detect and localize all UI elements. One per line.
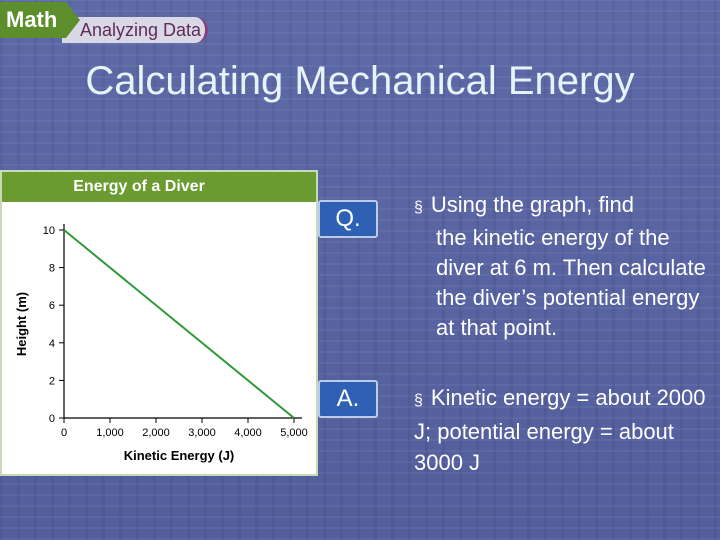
question-text: § Using the graph, find the kinetic energ… bbox=[414, 190, 714, 343]
y-axis-label: Height (m) bbox=[14, 292, 29, 356]
chart-title: Energy of a Diver bbox=[2, 172, 316, 202]
answer-badge: A. bbox=[318, 380, 378, 418]
question-text-line1: Using the graph, find bbox=[430, 192, 634, 217]
x-tick-label: 0 bbox=[61, 427, 67, 439]
slide-title: Calculating Mechanical Energy bbox=[85, 59, 635, 103]
y-tick-label: 8 bbox=[49, 263, 55, 275]
y-tick-label: 2 bbox=[49, 375, 55, 387]
x-tick-label: 1,000 bbox=[96, 427, 124, 439]
question-text-rest: the kinetic energy of the diver at 6 m. … bbox=[436, 225, 706, 340]
y-tick-label: 4 bbox=[49, 338, 55, 350]
x-tick-label: 4,000 bbox=[234, 427, 262, 439]
question-bullet: § bbox=[414, 199, 423, 216]
x-tick-label: 5,000 bbox=[280, 427, 308, 439]
x-tick-label: 3,000 bbox=[188, 427, 216, 439]
series-line bbox=[63, 229, 295, 419]
subject-banner: Analyzing Data Math bbox=[0, 0, 210, 44]
answer-bullet: § bbox=[414, 392, 423, 409]
section-label: Analyzing Data bbox=[62, 17, 208, 43]
y-tick-label: 10 bbox=[43, 225, 55, 237]
y-tick-label: 0 bbox=[49, 413, 55, 425]
line-chart: 0 1,000 2,000 3,000 4,000 5,000 0 2 4 6 8 10 Kinetic… bbox=[14, 224, 308, 463]
chart-panel: Energy of a Diver 0 1,000 2,000 3,000 4,000 5… bbox=[0, 170, 318, 476]
x-tick-label: 2,000 bbox=[142, 427, 170, 439]
subject-label: Math bbox=[0, 2, 66, 38]
question-badge: Q. bbox=[318, 200, 378, 238]
answer-text: § Kinetic energy = about 2000 J; potentia… bbox=[414, 382, 714, 478]
x-axis-label: Kinetic Energy (J) bbox=[124, 448, 235, 463]
y-tick-label: 6 bbox=[49, 300, 55, 312]
answer-text-body: Kinetic energy = about 2000 J; potential… bbox=[414, 385, 706, 475]
subject-arrow-icon bbox=[66, 2, 80, 38]
